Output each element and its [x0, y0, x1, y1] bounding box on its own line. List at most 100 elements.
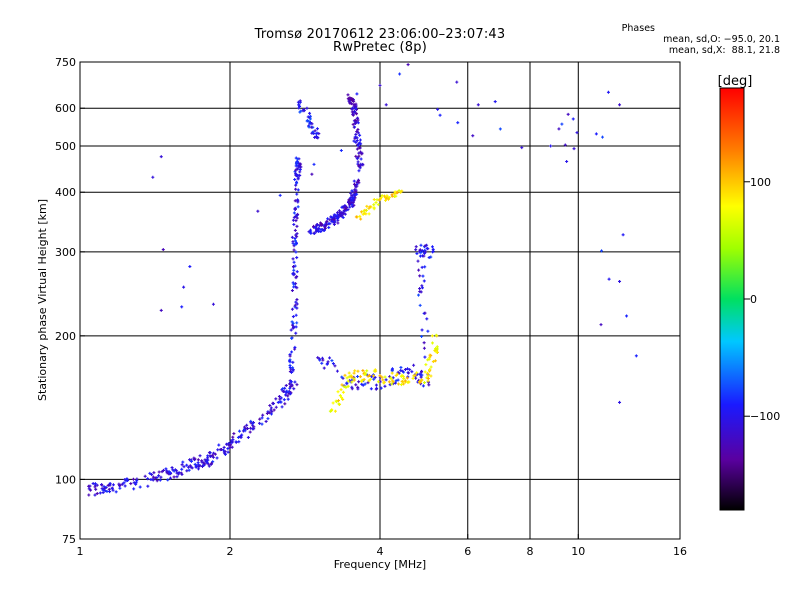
data-point: [151, 175, 155, 179]
data-point: [411, 376, 415, 380]
data-point: [313, 135, 317, 139]
data-point: [374, 383, 378, 387]
data-point: [306, 115, 310, 119]
data-point: [364, 372, 368, 376]
data-point: [335, 369, 339, 373]
data-point: [429, 374, 433, 378]
data-point: [293, 303, 297, 307]
data-point: [436, 107, 440, 111]
data-point: [143, 474, 147, 478]
data-point: [276, 400, 280, 404]
data-point: [293, 380, 297, 384]
data-point: [414, 376, 418, 380]
data-point: [422, 341, 426, 345]
x-tick-label: 4: [377, 545, 384, 558]
data-point: [207, 464, 211, 468]
x-tick-label: 8: [527, 545, 534, 558]
data-point: [336, 221, 340, 225]
data-point: [315, 127, 319, 131]
data-point: [368, 377, 372, 381]
data-point: [476, 103, 480, 107]
data-point: [350, 387, 354, 391]
data-point: [172, 475, 176, 479]
data-point: [321, 358, 325, 362]
data-point: [339, 149, 343, 153]
data-point: [274, 405, 278, 409]
data-point: [417, 293, 420, 297]
data-point: [355, 92, 359, 96]
colorbar-tick-label: 0: [750, 293, 757, 306]
data-point: [120, 482, 124, 486]
data-point: [415, 371, 419, 375]
data-point: [292, 282, 296, 286]
data-point: [365, 369, 369, 373]
data-point: [421, 249, 425, 253]
data-point: [269, 408, 273, 412]
data-point: [151, 475, 155, 479]
data-point: [108, 481, 112, 485]
data-point: [357, 179, 361, 183]
data-point: [152, 471, 156, 475]
data-point: [286, 394, 290, 398]
data-point: [110, 486, 114, 490]
data-point: [355, 130, 359, 134]
data-point: [399, 365, 403, 369]
data-point: [423, 265, 427, 269]
data-point: [340, 383, 344, 387]
data-point: [295, 383, 299, 387]
data-point: [198, 454, 202, 458]
data-point: [382, 381, 386, 385]
data-point: [423, 311, 427, 315]
data-point: [435, 347, 439, 351]
data-point: [423, 251, 427, 255]
data-point: [572, 147, 576, 151]
data-point: [353, 188, 357, 192]
data-point: [125, 477, 129, 481]
data-point: [222, 450, 226, 454]
data-point: [348, 205, 352, 209]
data-point: [293, 239, 297, 243]
data-point: [361, 162, 365, 166]
data-point: [196, 458, 200, 462]
data-point: [249, 419, 253, 423]
data-point: [557, 127, 561, 131]
data-point: [146, 477, 150, 481]
data-point: [356, 160, 360, 164]
y-tick-label: 750: [55, 56, 76, 69]
data-point: [215, 456, 219, 460]
data-point: [202, 461, 206, 465]
data-point: [363, 382, 367, 386]
data-point: [283, 402, 287, 406]
data-point: [456, 121, 460, 125]
data-point: [323, 226, 327, 230]
data-point: [357, 151, 361, 155]
data-point: [308, 111, 312, 115]
data-point: [249, 426, 253, 430]
data-point: [352, 182, 356, 186]
data-point: [402, 382, 406, 386]
data-point: [400, 189, 404, 193]
data-point: [326, 360, 330, 364]
data-point: [292, 260, 296, 264]
data-point: [266, 417, 270, 421]
chart-title-line1: Tromsø 20170612 23:06:00–23:07:43: [254, 27, 506, 42]
data-point: [232, 432, 236, 436]
data-point: [295, 270, 299, 274]
data-point: [132, 481, 136, 485]
data-point: [566, 112, 570, 116]
data-point: [345, 381, 349, 385]
data-point: [406, 371, 410, 375]
data-point: [180, 472, 184, 476]
y-tick-label: 600: [55, 102, 76, 115]
data-point: [403, 367, 407, 371]
data-point: [161, 248, 165, 252]
data-point: [298, 170, 302, 174]
data-point: [372, 207, 376, 211]
data-point: [87, 493, 91, 497]
data-point: [353, 369, 357, 373]
data-point: [357, 169, 361, 173]
data-point: [308, 122, 312, 126]
stats-x-mode: mean, sd,X: 88.1, 21.8: [668, 45, 780, 56]
data-point: [243, 429, 247, 433]
data-point: [346, 379, 350, 383]
